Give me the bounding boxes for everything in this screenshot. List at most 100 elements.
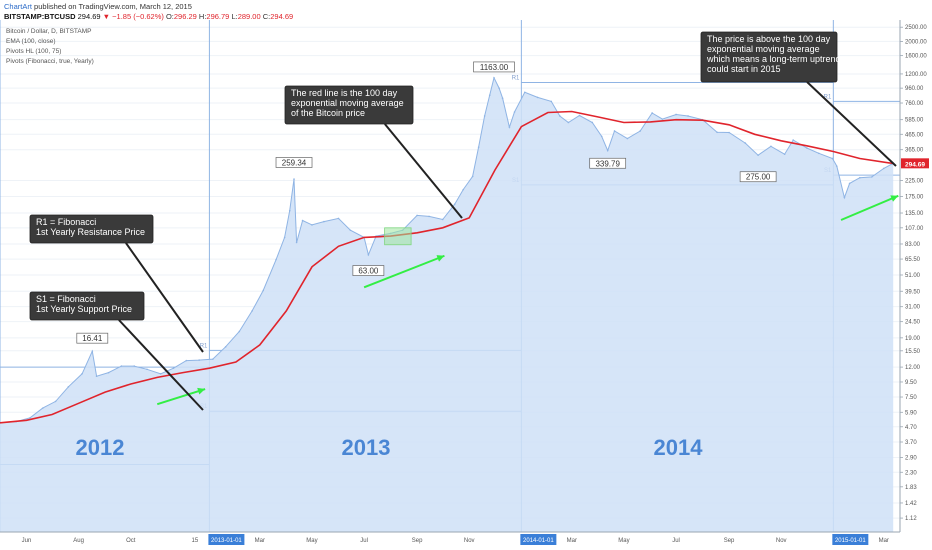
price-point: [172, 367, 175, 369]
price-point: [301, 219, 304, 222]
y-tick-label: 31.00: [905, 305, 921, 311]
callout-box: [284, 85, 414, 125]
price-point: [453, 203, 456, 206]
price-point: [831, 157, 834, 160]
y-tick-label: 51.00: [905, 273, 921, 279]
y-tick-label: 175.00: [905, 195, 924, 201]
x-tick-label: Mar: [879, 538, 889, 544]
y-tick-label: 1600.00: [905, 54, 927, 60]
price-point: [283, 236, 286, 239]
y-tick-label: 1.12: [905, 516, 917, 522]
trend-arrowhead: [890, 195, 899, 202]
current-price-label: 294.69: [905, 161, 925, 168]
ema-series: [0, 110, 894, 424]
price-point: [91, 350, 94, 353]
callout-text: which means a long-term uptrend: [706, 54, 841, 64]
price-point: [567, 121, 570, 124]
price-point: [416, 214, 418, 217]
callout-text: 1st Yearly Resistance Price: [36, 227, 145, 237]
callout-text: R1 = Fibonacci: [36, 217, 96, 227]
close-label: C:: [263, 12, 271, 21]
peak-label-275.00: 275.00: [746, 173, 771, 182]
chart-header: ChartArt published on TradingView.com, M…: [4, 2, 293, 65]
callout-pointer: [125, 242, 204, 353]
x-tick-label: Nov: [776, 538, 787, 544]
callout-pointer: [806, 81, 897, 167]
price-point: [54, 400, 57, 403]
pivot-label-r1: R1: [824, 94, 832, 100]
price-point: [792, 139, 794, 141]
price-point: [212, 358, 214, 360]
price-point: [639, 130, 641, 132]
last-price: 294.69: [76, 12, 103, 21]
callout-text: of the Bitcoin price: [291, 108, 365, 118]
x-tick-label: Oct: [126, 538, 136, 544]
x-tick-label: Mar: [255, 538, 265, 544]
open-label: O:: [166, 12, 174, 21]
ohlc-line: BITSTAMP:BTCUSD 294.69 ▼ −1.85 (−0.62%) …: [4, 12, 293, 21]
y-tick-label: 107.00: [905, 226, 924, 232]
price-point: [462, 188, 465, 191]
price-area-fill: [0, 77, 894, 533]
y-tick-label: 4.70: [905, 425, 917, 431]
x-tick-label: 2014-01-01: [523, 538, 554, 544]
peak-label-box: [352, 265, 385, 276]
x-tick-label: Aug: [73, 538, 84, 544]
price-point: [600, 135, 603, 138]
price-point: [818, 152, 820, 155]
highlight-box: [384, 227, 412, 246]
y-tick-label: 2.90: [905, 456, 917, 462]
y-tick-label: 1200.00: [905, 72, 927, 78]
callout-text: The red line is the 100 day: [291, 88, 398, 98]
peak-label-box: [275, 157, 313, 168]
x-tick-label: 2015-01-01: [835, 538, 866, 544]
price-point: [293, 178, 295, 180]
price-point: [483, 115, 486, 117]
close-value: 294.69: [270, 12, 293, 21]
callout-box: [700, 31, 838, 83]
price-point: [349, 229, 352, 232]
price-point: [493, 76, 495, 79]
y-tick-label: 225.00: [905, 179, 924, 185]
x-tick-label: Jul: [672, 538, 680, 544]
price-point: [716, 131, 718, 134]
x-tick-label: May: [618, 538, 629, 544]
price-point: [95, 375, 98, 378]
x-tick-highlight-box: [832, 534, 869, 545]
open-value: 296.29: [174, 12, 199, 21]
price-point: [120, 365, 123, 367]
ema-line: [0, 110, 894, 424]
price-point: [757, 154, 759, 156]
y-tick-label: 83.00: [905, 242, 921, 248]
price-point: [498, 87, 500, 89]
x-tick-label: Nov: [464, 538, 475, 544]
y-tick-label: 960.00: [905, 86, 924, 92]
price-point: [198, 359, 200, 361]
x-tick-highlight-box: [208, 534, 245, 545]
x-tick-label: 15: [192, 538, 199, 544]
current-price-tag: [901, 158, 929, 169]
price-point: [323, 220, 325, 223]
peak-label-box: [589, 157, 627, 169]
price-point: [29, 417, 31, 419]
price-point: [870, 176, 873, 178]
x-axis: Jun Aug Oct 15 2013-01-01 Mar May Jul Sep Nov 2014…: [0, 531, 932, 550]
price-point: [835, 165, 838, 167]
callout-text: S1 = Fibonacci: [36, 294, 96, 304]
year-label-2014: 2014: [654, 435, 704, 460]
price-point: [744, 142, 747, 144]
y-tick-label: 585.00: [905, 118, 924, 124]
peak-labels: 16.41 259.34 63.00 1163.00 339.79 275.00: [76, 61, 777, 344]
brand-name[interactable]: ChartArt: [4, 2, 33, 11]
x-tick-label: Jun: [22, 538, 32, 544]
price-point: [337, 217, 340, 220]
callout-pointer: [384, 123, 463, 219]
price-point: [133, 365, 135, 367]
y-tick-label: 65.50: [905, 257, 921, 263]
price-point: [275, 258, 277, 261]
price-point: [146, 368, 148, 371]
pivot-label-r1: R1: [200, 343, 208, 349]
